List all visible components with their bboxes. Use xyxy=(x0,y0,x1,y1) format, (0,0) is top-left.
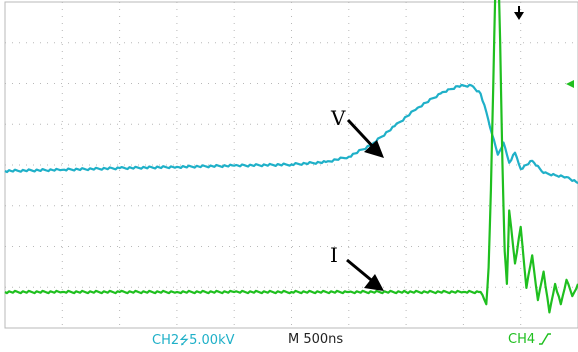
timebase-readout: M 500ns xyxy=(288,332,344,347)
ch4-trigger-readout: CH4 xyxy=(508,330,552,350)
ch2-scale-value: 5.00kV xyxy=(189,333,235,348)
trace-v xyxy=(4,83,578,185)
trigger-level-marker-icon xyxy=(566,80,574,88)
ch4-channel-label: CH4 xyxy=(508,332,536,347)
annotation-i: I xyxy=(330,243,384,291)
rising-edge-trigger-icon xyxy=(539,332,552,345)
ch2-channel-label: CH2 xyxy=(152,333,180,348)
ch2-scale-readout: CH2⭍5.00kV xyxy=(152,330,235,350)
annotation-i-arrowhead xyxy=(364,274,384,291)
annotation-i-label: I xyxy=(330,243,338,267)
trigger-position-marker-icon xyxy=(514,12,524,20)
traces xyxy=(4,0,578,314)
graticule xyxy=(4,1,578,329)
trace-i xyxy=(4,0,578,314)
ground-ref-icon: ⭍ xyxy=(179,333,190,347)
markers xyxy=(514,6,574,88)
annotation-v-label: V xyxy=(330,106,346,130)
annotation-v-arrowhead xyxy=(364,140,384,158)
annotation-v-arrow-shaft xyxy=(346,118,378,152)
annotation-v: V xyxy=(330,106,384,158)
graticule-border xyxy=(4,1,578,329)
